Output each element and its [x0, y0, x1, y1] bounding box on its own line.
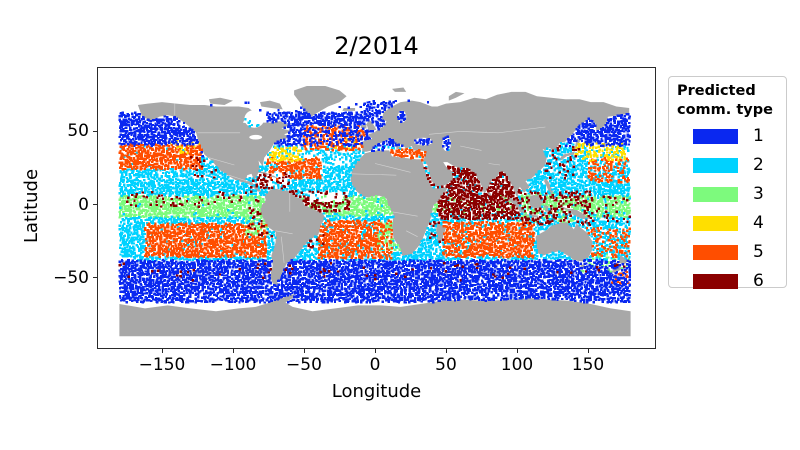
legend-swatch-3: [693, 187, 738, 202]
country-border: [460, 131, 499, 134]
legend-swatch-5: [693, 245, 738, 260]
y-tick-label: 0: [78, 194, 89, 215]
x-tick-mark: [161, 349, 163, 353]
landmass: [448, 91, 465, 101]
y-tick-label: −50: [53, 267, 89, 288]
landmass: [362, 91, 630, 203]
landmass: [360, 124, 367, 129]
country-border: [350, 173, 397, 176]
country-border: [428, 131, 461, 135]
x-tick-label: −50: [286, 355, 322, 375]
legend: Predicted comm. type 1 2 3 4 5 6: [668, 76, 787, 291]
inland-sea: [249, 134, 263, 140]
landmass: [260, 188, 326, 287]
x-tick-label: 100: [500, 355, 534, 375]
country-border: [406, 230, 418, 237]
y-axis-label: Latitude: [21, 168, 42, 244]
legend-label-3: 3: [753, 184, 764, 204]
scatter-points-class-1: [118, 99, 632, 304]
legend-title: Predicted comm. type: [677, 83, 773, 118]
legend-label-6: 6: [753, 271, 764, 291]
x-tick-label: 50: [435, 355, 457, 375]
legend-swatch-4: [693, 216, 738, 231]
scatter-points-class-3: [118, 192, 632, 273]
y-tick-mark: [93, 277, 97, 279]
landmass: [508, 197, 526, 214]
country-border: [488, 163, 501, 166]
x-tick-mark: [516, 349, 518, 353]
x-tick-label: −150: [138, 355, 186, 375]
landmass: [137, 102, 293, 193]
country-border: [498, 126, 546, 134]
x-tick-mark: [445, 349, 447, 353]
y-tick-mark: [93, 204, 97, 205]
landmass: [208, 97, 233, 105]
y-tick-label: 50: [67, 121, 89, 142]
landmass: [619, 254, 628, 265]
country-border: [228, 174, 248, 182]
x-tick-label: 150: [571, 355, 605, 375]
landmass: [610, 265, 623, 274]
landmass: [260, 100, 283, 110]
plot-title: 2/2014: [334, 32, 419, 60]
scatter-points-class-5: [118, 124, 631, 285]
landmass: [535, 222, 593, 262]
landmass: [392, 87, 407, 92]
country-border: [391, 211, 418, 217]
legend-label-4: 4: [753, 213, 764, 233]
x-tick-mark: [232, 349, 234, 353]
legend-swatch-6: [693, 274, 738, 289]
x-tick-mark: [374, 349, 376, 353]
landmass: [119, 293, 631, 337]
landmass: [366, 119, 377, 132]
landmass: [271, 175, 279, 179]
landmass: [294, 86, 347, 117]
x-tick-label: −100: [209, 355, 257, 375]
country-border: [374, 163, 411, 173]
landmass: [350, 150, 448, 256]
legend-label-1: 1: [753, 126, 764, 146]
country-border: [460, 145, 482, 151]
landmass: [559, 138, 581, 161]
legend-swatch-2: [693, 158, 738, 173]
legend-label-2: 2: [753, 155, 764, 175]
inland-sea: [244, 110, 265, 128]
x-tick-mark: [587, 349, 589, 353]
y-tick-mark: [93, 130, 97, 132]
scatter-points-class-4: [169, 138, 626, 163]
x-tick-label: 0: [369, 355, 381, 375]
landmass: [559, 206, 590, 220]
legend-label-5: 5: [753, 242, 764, 262]
country-border: [275, 230, 293, 235]
x-tick-mark: [303, 349, 305, 353]
country-border: [208, 157, 235, 166]
landmass: [342, 108, 356, 111]
country-border: [281, 236, 285, 264]
x-axis-label: Longitude: [331, 381, 422, 402]
world-map: [118, 86, 632, 337]
legend-swatch-1: [693, 129, 738, 144]
landmass: [255, 170, 270, 176]
